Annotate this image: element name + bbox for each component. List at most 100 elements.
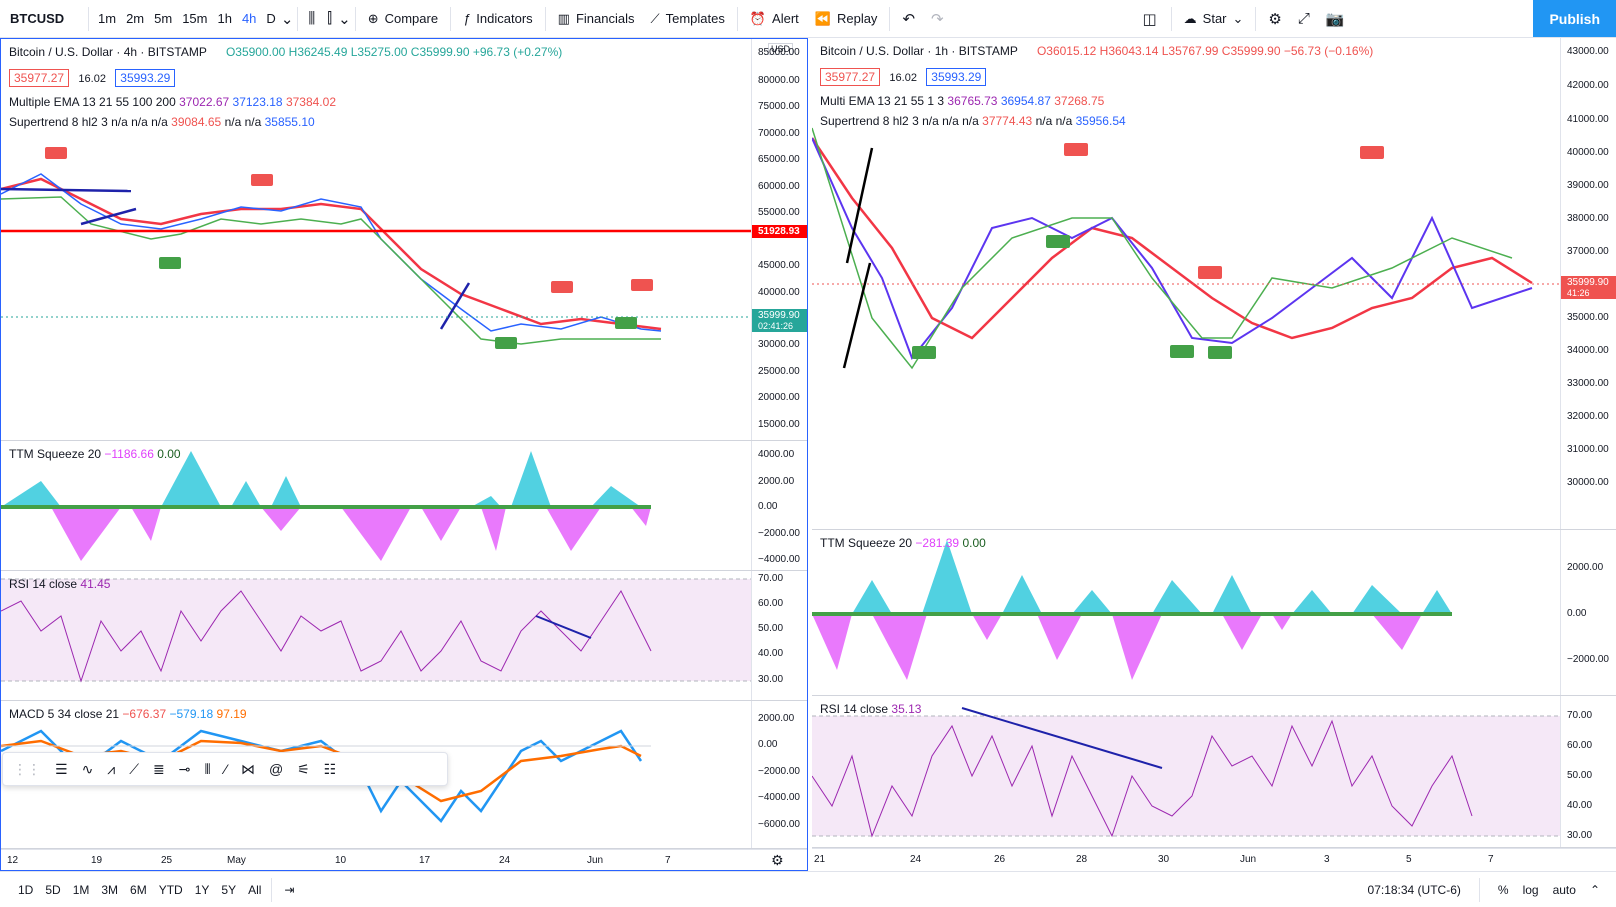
left-price-plot[interactable] [1, 39, 751, 441]
horizontal-ray-icon[interactable]: ⊸ [178, 760, 191, 777]
left-rsi-pane[interactable]: RSI 14 close 41.45 70.00 60.00 50.00 40.… [1, 571, 807, 701]
left-ttm-pane[interactable]: TTM Squeeze 20 −1186.66 0.00 4000.00 200… [1, 441, 807, 571]
interval-d[interactable]: D [266, 11, 276, 26]
range-6m[interactable]: 6M [130, 882, 147, 897]
financials-button[interactable]: ▥ Financials [550, 0, 643, 37]
left-ttm-axis[interactable]: 4000.00 2000.00 0.00 −2000.00 −4000.00 [751, 441, 807, 570]
sliders-icon[interactable]: ☷ [323, 760, 337, 777]
price-tick: 43000.00 [1567, 46, 1609, 57]
left-ema-legend[interactable]: Multiple EMA 13 21 55 100 200 37022.67 3… [9, 95, 336, 109]
settings-icon[interactable]: ⚙ [1268, 10, 1282, 28]
spiral-icon[interactable]: @ [269, 761, 284, 777]
left-macd-axis[interactable]: 2000.00 0.00 −2000.00 −4000.00 −6000.00 [751, 701, 807, 848]
pattern-icon[interactable]: ⋈ [241, 760, 255, 777]
right-rsi-legend[interactable]: RSI 14 close 35.13 [820, 702, 921, 716]
fullscreen-icon[interactable]: ⤢ [1297, 10, 1310, 27]
price-tick: 42000.00 [1567, 80, 1609, 91]
layout-icon[interactable]: ◫ [1142, 10, 1157, 28]
right-rsi-pane[interactable]: RSI 14 close 35.13 70.00 60.00 50.00 40.… [812, 696, 1616, 848]
left-main-pane[interactable]: Bitcoin / U.S. Dollar · 4h · BITSTAMP O3… [1, 39, 807, 441]
interval-1m[interactable]: 1m [98, 11, 117, 26]
alert-button[interactable]: ⏰ Alert [742, 0, 807, 37]
left-chart-panel[interactable]: Bitcoin / U.S. Dollar · 4h · BITSTAMP O3… [0, 38, 808, 871]
clock-time[interactable]: 07:18:34 (UTC-6) [1367, 882, 1461, 897]
symbol-search[interactable]: BTCUSD [10, 11, 65, 26]
range-5d[interactable]: 5D [45, 882, 61, 897]
range-3m[interactable]: 3M [101, 882, 119, 897]
price-tick: 41000.00 [1567, 114, 1609, 125]
ttm-tick: 0.00 [1567, 608, 1587, 619]
chevron-up-icon[interactable]: ⌃ [1589, 882, 1600, 897]
redo-icon[interactable]: ↷ [931, 10, 944, 28]
candles-icon[interactable]: ⫿ [327, 10, 333, 27]
range-ytd[interactable]: YTD [158, 882, 183, 897]
log-toggle[interactable]: log [1522, 882, 1539, 897]
currency-label: USD [768, 43, 794, 55]
drawing-toolbar[interactable]: ⋮⋮ ☰ ∿ ⩘ ⟋ ≣ ⊸ ⦀ ⁄ ⋈ @ ⚟ ☷ [2, 752, 448, 786]
trendline-icon[interactable]: ⟋ [129, 760, 140, 777]
replay-button[interactable]: ⏪ Replay [807, 0, 886, 37]
right-rsi-axis[interactable]: 70.00 60.00 50.00 40.00 30.00 [1560, 696, 1616, 847]
templates-button[interactable]: ⟋ Templates [643, 0, 733, 37]
range-1d[interactable]: 1D [18, 882, 34, 897]
right-chart-panel[interactable]: Bitcoin / U.S. Dollar · 1h · BITSTAMP O3… [812, 38, 1616, 871]
right-ema-legend[interactable]: Multi EMA 13 21 55 1 3 36765.73 36954.87… [820, 94, 1104, 108]
left-ema-fast-line [1, 173, 662, 332]
ray-icon[interactable]: ⁄ [224, 761, 227, 777]
left-macd-pane[interactable]: MACD 5 34 close 21 −676.37 −579.18 97.19… [1, 701, 807, 849]
interval-4h[interactable]: 4h [241, 11, 257, 26]
macd-tick: 2000.00 [758, 713, 795, 724]
vertical-lines-icon[interactable]: ⦀ [204, 760, 211, 777]
fib-icon[interactable]: ≣ [153, 760, 165, 777]
left-bid-badge[interactable]: 35977.27 [9, 69, 70, 87]
left-ttm-legend[interactable]: TTM Squeeze 20 −1186.66 0.00 [9, 447, 181, 461]
right-ttm-pane[interactable]: TTM Squeeze 20 −281.39 0.00 2000.00 0.00… [812, 530, 1616, 696]
indicators-button[interactable]: ƒ Indicators [455, 0, 541, 37]
publish-button[interactable]: Publish [1533, 0, 1616, 37]
right-price-plot[interactable] [812, 38, 1560, 530]
chevron-down-icon[interactable]: ⌄ [280, 10, 294, 28]
compare-button[interactable]: ⊕ Compare [360, 0, 446, 37]
right-ask-badge[interactable]: 35993.29 [926, 68, 987, 86]
right-time-axis[interactable]: 21 24 26 28 30 Jun 3 5 7 [812, 848, 1616, 870]
templates-label: Templates [665, 11, 725, 26]
interval-1h[interactable]: 1h [217, 11, 232, 26]
interval-5m[interactable]: 5m [154, 11, 173, 26]
left-macd-legend[interactable]: MACD 5 34 close 21 −676.37 −579.18 97.19 [9, 707, 247, 721]
range-all[interactable]: All [248, 882, 262, 897]
left-supertrend-legend[interactable]: Supertrend 8 hl2 3 n/a n/a n/a 39084.65 … [9, 115, 315, 129]
rsi-tick: 70.00 [1567, 710, 1593, 721]
settings-sliders-icon[interactable]: ⚟ [297, 760, 310, 777]
right-main-pane[interactable]: Bitcoin / U.S. Dollar · 1h · BITSTAMP O3… [812, 38, 1616, 530]
star-button[interactable]: ☁ Star ⌄ [1176, 0, 1252, 37]
auto-toggle[interactable]: auto [1552, 882, 1576, 897]
wave-icon[interactable]: ∿ [81, 760, 94, 777]
undo-icon[interactable]: ↶ [902, 10, 916, 28]
range-1y[interactable]: 1Y [194, 882, 210, 897]
camera-icon[interactable]: 📷 [1325, 10, 1345, 28]
go-to-date-icon[interactable]: ⇥ [284, 882, 295, 897]
left-price-axis[interactable]: USD 85000.00 80000.00 75000.00 70000.00 … [751, 39, 807, 440]
range-1m[interactable]: 1M [72, 882, 90, 897]
percent-toggle[interactable]: % [1497, 882, 1509, 897]
right-ttm-axis[interactable]: 2000.00 0.00 −2000.00 [1560, 530, 1616, 695]
gear-icon[interactable]: ⚙ [771, 852, 784, 868]
chevron-down-icon[interactable]: ⌄ [338, 10, 351, 28]
lines-icon[interactable]: ☰ [55, 760, 68, 777]
range-5y[interactable]: 5Y [221, 882, 237, 897]
left-ask-badge[interactable]: 35993.29 [115, 69, 176, 87]
right-supertrend-legend[interactable]: Supertrend 8 hl2 3 n/a n/a n/a 37774.43 … [820, 114, 1126, 128]
right-ttm-legend[interactable]: TTM Squeeze 20 −281.39 0.00 [820, 536, 986, 550]
right-price-axis[interactable]: 43000.00 42000.00 41000.00 40000.00 3900… [1560, 38, 1616, 529]
rsi-tick: 60.00 [1567, 740, 1593, 751]
left-rsi-legend[interactable]: RSI 14 close 41.45 [9, 577, 110, 591]
supertrend-values: n/a n/a [224, 115, 262, 129]
abc-wave-icon[interactable]: ⩘ [107, 760, 116, 777]
left-time-axis[interactable]: 12 19 25 May 10 17 24 Jun 7 ⚙ [1, 849, 807, 871]
bar-chart-icon[interactable]: ⫼ [308, 10, 316, 27]
left-rsi-axis[interactable]: 70.00 60.00 50.00 40.00 30.00 [751, 571, 807, 700]
interval-15m[interactable]: 15m [182, 11, 208, 26]
right-bid-badge[interactable]: 35977.27 [820, 68, 881, 86]
interval-2m[interactable]: 2m [126, 11, 145, 26]
drag-handle-icon[interactable]: ⋮⋮ [13, 760, 41, 777]
